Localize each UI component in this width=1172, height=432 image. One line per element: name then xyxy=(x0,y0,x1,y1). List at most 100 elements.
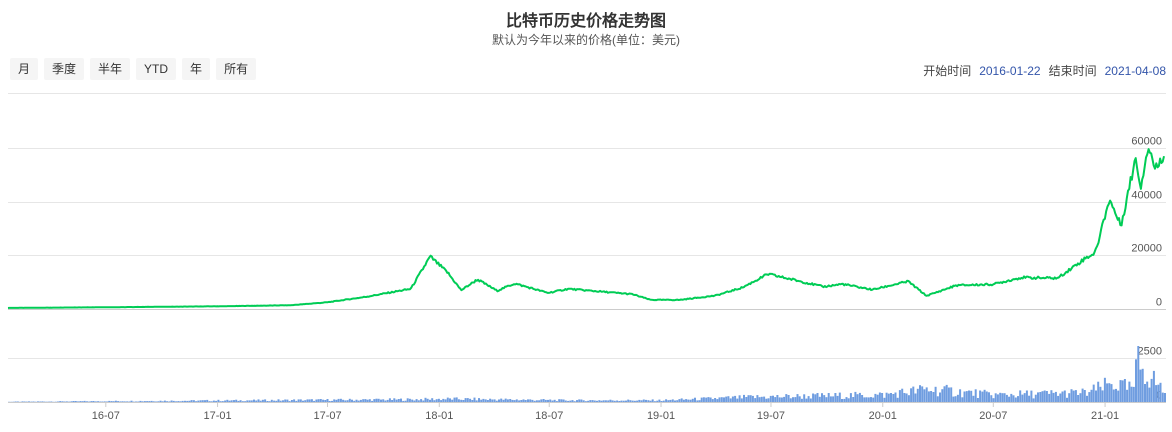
volume-bar xyxy=(743,394,745,402)
volume-bar xyxy=(754,398,757,402)
volume-bar xyxy=(611,400,614,402)
end-date-input[interactable]: 2021-04-08 xyxy=(1104,63,1166,78)
volume-bar xyxy=(1139,369,1142,402)
volume-bar xyxy=(1017,396,1019,402)
volume-bar xyxy=(297,399,300,402)
volume-bar xyxy=(337,398,340,402)
volume-bar xyxy=(386,399,389,402)
volume-bar xyxy=(86,401,88,402)
volume-bar xyxy=(582,400,585,402)
volume-bar xyxy=(627,399,630,402)
volume-bar xyxy=(506,399,509,402)
x-tick-label: 18-01 xyxy=(425,410,453,422)
volume-bar xyxy=(317,399,320,402)
volume-bar xyxy=(310,399,313,402)
volume-bar xyxy=(328,401,331,402)
x-tick-label: 17-07 xyxy=(313,410,341,422)
range-button-half-year[interactable]: 半年 xyxy=(90,58,131,80)
volume-bar xyxy=(1008,396,1011,402)
volume-bar xyxy=(400,398,402,402)
range-button-all[interactable]: 所有 xyxy=(216,58,257,80)
volume-bar xyxy=(990,395,993,402)
price-y-tick-label: 20000 xyxy=(1131,243,1162,255)
volume-bar xyxy=(21,401,24,402)
volume-bar xyxy=(1037,392,1039,402)
range-button-ytd[interactable]: YTD xyxy=(136,58,177,80)
volume-bar xyxy=(821,393,823,402)
volume-bar xyxy=(1103,377,1106,402)
volume-bar xyxy=(885,392,888,402)
volume-bar xyxy=(825,397,828,402)
volume-bar xyxy=(16,401,19,402)
x-tick-label: 20-07 xyxy=(979,410,1007,422)
volume-bar xyxy=(391,400,394,402)
volume-bar xyxy=(747,395,750,402)
volume-bar xyxy=(700,397,703,402)
volume-bar xyxy=(480,399,483,402)
volume-bar xyxy=(335,399,338,402)
volume-bar xyxy=(725,396,728,402)
volume-bar xyxy=(1161,392,1164,402)
volume-bar xyxy=(562,399,565,402)
volume-bar xyxy=(293,399,296,402)
volume-bar xyxy=(344,400,347,402)
volume-bar xyxy=(963,391,966,402)
volume-bar xyxy=(651,399,654,402)
volume-bar xyxy=(941,389,944,402)
volume-bar xyxy=(88,401,91,402)
volume-bar xyxy=(789,398,792,402)
volume-bar xyxy=(208,401,211,402)
volume-bar xyxy=(1059,393,1062,402)
volume-bar xyxy=(751,395,754,402)
volume-bar xyxy=(558,399,561,402)
volume-bar xyxy=(576,400,578,402)
volume-bar xyxy=(460,399,463,402)
volume-bar xyxy=(230,400,233,402)
volume-bar xyxy=(981,391,984,402)
volume-bar xyxy=(1141,368,1144,402)
volume-bar xyxy=(809,398,812,402)
volume-bar xyxy=(1115,388,1117,402)
volume-bar xyxy=(999,392,1002,402)
volume-bar xyxy=(856,394,859,402)
volume-bar xyxy=(455,397,458,402)
volume-bar xyxy=(881,393,884,402)
volume-bar xyxy=(836,395,839,402)
volume-bar xyxy=(1023,393,1026,402)
volume-bar xyxy=(81,401,84,402)
range-button-month[interactable]: 月 xyxy=(10,58,39,80)
volume-bar xyxy=(968,390,970,402)
volume-bar xyxy=(687,399,690,402)
volume-bar xyxy=(696,400,699,402)
volume-bar xyxy=(324,400,327,402)
volume-bar xyxy=(388,398,391,402)
volume-bar xyxy=(540,399,543,402)
volume-bar xyxy=(698,400,701,402)
volume-bar xyxy=(188,400,191,402)
start-date-input[interactable]: 2016-01-22 xyxy=(979,63,1041,78)
volume-bar xyxy=(426,398,429,402)
volume-bar xyxy=(522,399,525,402)
volume-bar xyxy=(366,399,369,402)
volume-bar xyxy=(440,400,443,402)
volume-bar xyxy=(253,399,255,402)
volume-bar xyxy=(1144,384,1146,402)
volume-bar xyxy=(970,390,973,402)
volume-bar xyxy=(776,395,779,402)
range-button-year[interactable]: 年 xyxy=(182,58,211,80)
volume-bar xyxy=(832,396,835,402)
volume-bar xyxy=(342,399,345,402)
volume-bar xyxy=(950,387,953,402)
range-button-quarter[interactable]: 季度 xyxy=(44,58,85,80)
volume-bar xyxy=(63,401,66,402)
volume-bar xyxy=(282,400,284,402)
volume-bar xyxy=(827,393,830,402)
volume-bar xyxy=(264,399,267,402)
price-y-tick-label: 60000 xyxy=(1131,136,1162,148)
volume-bar xyxy=(72,401,75,402)
volume-bar xyxy=(994,393,997,402)
volume-bar xyxy=(288,401,291,402)
volume-bar xyxy=(939,392,941,402)
volume-bar xyxy=(61,401,64,402)
